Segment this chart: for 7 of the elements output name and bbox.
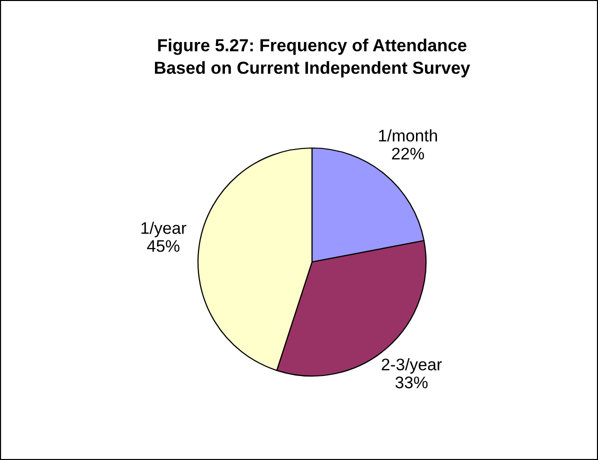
data-label: 33% (395, 376, 428, 388)
data-label: 45% (147, 240, 180, 252)
slice-label: 2-3/year (382, 358, 442, 374)
slice-label: 1/year (141, 222, 186, 238)
chart-title: Figure 5.27: Frequency of Attendance Based on Current Independent Survey (154, 38, 470, 78)
data-label: 22% (392, 148, 424, 160)
slice-label: 1/month (379, 129, 437, 142)
